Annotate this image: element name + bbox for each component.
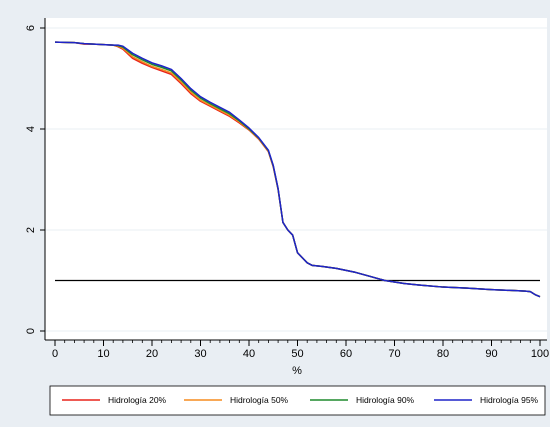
- legend-label: Hidrología 90%: [356, 395, 415, 405]
- x-tick-label: 60: [340, 348, 352, 360]
- x-tick-label: 90: [485, 348, 497, 360]
- x-tick-label: 40: [243, 348, 255, 360]
- legend: Hidrología 20% Hidrología 50% Hidrología 9…: [62, 395, 539, 405]
- y-tick-label: 6: [25, 25, 37, 31]
- legend-label: Hidrología 95%: [480, 395, 539, 405]
- x-tick-label: 70: [388, 348, 400, 360]
- x-tick-label: 0: [52, 348, 58, 360]
- x-tick-label: 10: [97, 348, 109, 360]
- series-layer: [54, 41, 541, 298]
- series-line: [54, 41, 541, 298]
- y-tick-label: 4: [25, 126, 37, 132]
- x-axis-title: %: [292, 365, 302, 377]
- x-tick-label: 20: [146, 348, 158, 360]
- plot-area: [45, 18, 547, 340]
- y-tick-label: 2: [25, 227, 37, 233]
- legend-label: Hidrología 20%: [108, 395, 167, 405]
- x-tick-label: 80: [437, 348, 449, 360]
- x-tick-label: 30: [194, 348, 206, 360]
- legend-label: Hidrología 50%: [230, 395, 289, 405]
- grid-lines: [45, 27, 547, 332]
- x-tick-label: 50: [291, 348, 303, 360]
- x-tick-label: 100: [531, 348, 549, 360]
- y-tick-label: 0: [25, 328, 37, 334]
